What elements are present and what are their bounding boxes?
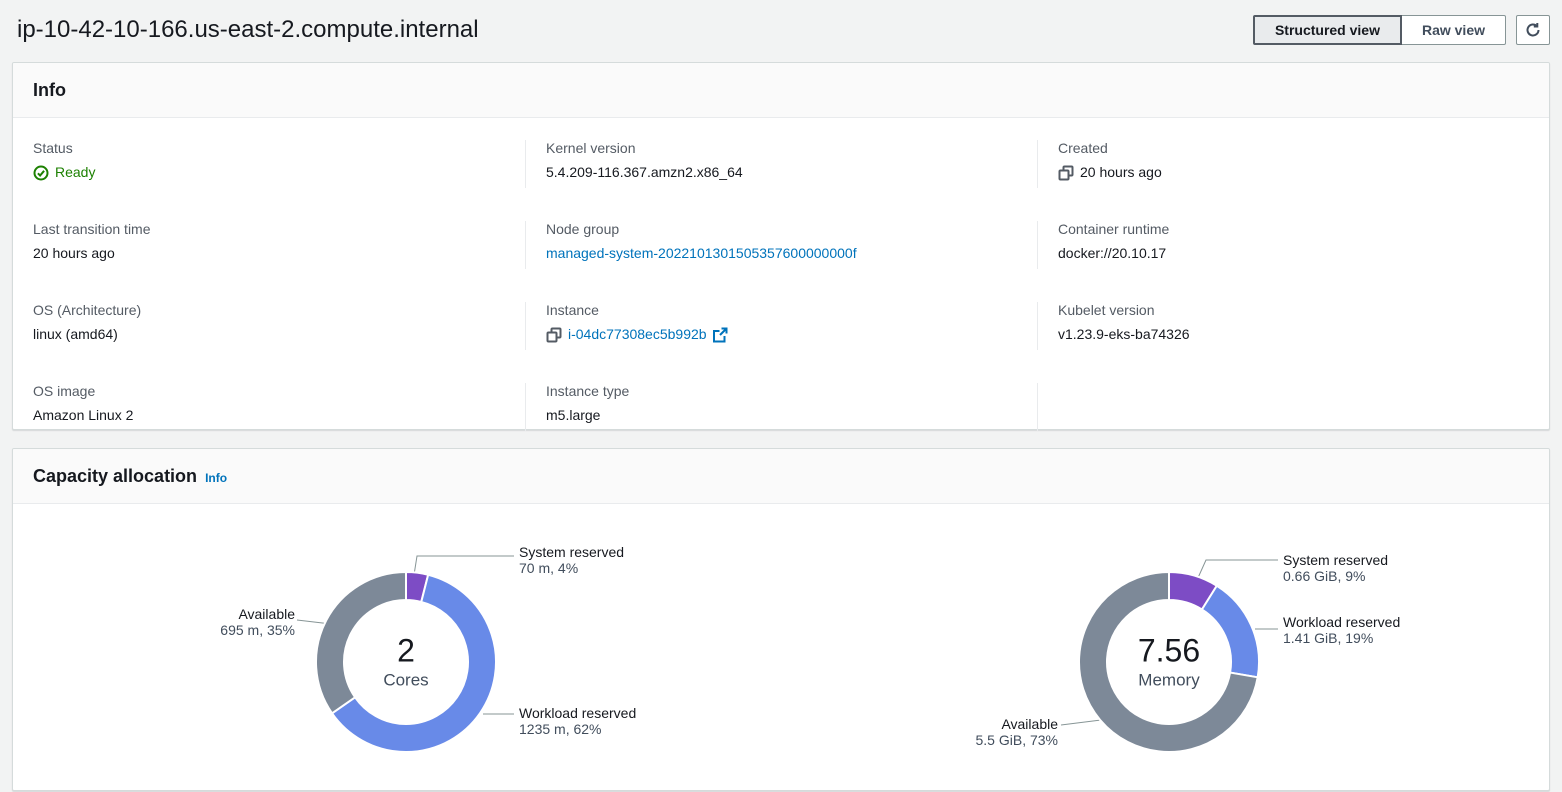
structured-view-button[interactable]: Structured view [1252,15,1402,45]
memory-donut-center: 7.56 Memory [1138,634,1200,691]
cpu-donut-svg [296,555,514,753]
field-last-transition-time-label: Last transition time [33,221,151,237]
donut-segment-available [1078,571,1259,753]
field-kernel-version-value: 5.4.209-116.367.amzn2.x86_64 [546,164,743,180]
memory-donut [1078,571,1261,753]
cpu-center-value: 2 [397,632,415,669]
status-text: Ready [55,164,96,180]
capacity-card-title: Capacity allocation [33,465,198,486]
field-created-label: Created [1058,140,1108,156]
memory-center-value: 7.56 [1137,632,1201,669]
field-container-runtime-label: Container runtime [1058,221,1170,237]
info-grid: Status Ready Kernel version 5.4.209-116.… [13,118,1549,446]
check-circle-icon [33,165,49,180]
capacity-card-header: Capacity allocation Info [13,449,1549,504]
field-instance-value: i-04dc77308ec5b992b [546,326,1017,343]
instance-link[interactable]: i-04dc77308ec5b992b [568,326,728,343]
field-status-label: Status [33,140,73,156]
field-os-image-value: Amazon Linux 2 [33,407,134,423]
copy-created-button[interactable] [1058,165,1074,181]
cpu-donut [314,570,497,753]
field-created: Created 20 hours ago [1037,140,1549,188]
field-kubelet-version-value: v1.23.9-eks-ba74326 [1058,326,1190,342]
field-created-value: 20 hours ago [1058,164,1529,181]
field-container-runtime: Container runtime docker://20.10.17 [1037,221,1549,269]
memory-callout-system-reserved: System reserved 0.66 GiB, 9% [1283,552,1389,584]
field-container-runtime-value: docker://20.10.17 [1058,245,1167,261]
memory-callout-workload-reserved: Workload reserved 1.41 GiB, 19% [1283,614,1401,646]
field-os-architecture: OS (Architecture) linux (amd64) [13,302,525,350]
page-title: ip-10-42-10-166.us-east-2.compute.intern… [17,16,479,43]
capacity-charts: 2 Cores System reserved 70 m, 4% Availab… [13,504,1549,791]
field-instance-type-label: Instance type [546,383,630,399]
cpu-donut-center: 2 Cores [383,634,428,691]
external-link-icon [712,327,728,342]
donut-segment-available [314,571,407,715]
page-header: ip-10-42-10-166.us-east-2.compute.intern… [0,0,1562,60]
leader-line [1060,719,1102,726]
header-actions: Structured view Raw view [1252,15,1550,45]
field-empty [1037,383,1549,431]
capacity-info-link[interactable]: Info [205,471,228,485]
node-group-link[interactable]: managed-system-2022101301505357600000000… [546,245,857,261]
raw-view-button[interactable]: Raw view [1401,15,1506,45]
status-badge: Ready [33,164,95,181]
field-os-image-label: OS image [33,383,96,399]
field-node-group: Node group managed-system-20221013015053… [525,221,1037,269]
field-os-image: OS image Amazon Linux 2 [13,383,525,431]
memory-allocation-chart: 7.56 Memory System reserved 0.66 GiB, 9%… [961,532,1431,772]
cpu-callout-system-reserved: System reserved 70 m, 4% [519,544,625,576]
copy-icon [1058,165,1074,180]
field-kubelet-version: Kubelet version v1.23.9-eks-ba74326 [1037,302,1549,350]
field-os-architecture-label: OS (Architecture) [33,302,142,318]
field-instance: Instance i-04dc77308ec5b992b [525,302,1037,350]
field-status: Status Ready [13,140,525,188]
memory-callout-available: Available 5.5 GiB, 73% [975,716,1059,748]
info-card: Info Status Ready Kernel version 5.4.209… [12,62,1550,431]
field-instance-label: Instance [546,302,599,318]
info-card-title: Info [33,79,66,100]
copy-instance-button[interactable] [546,327,562,343]
donut-segment-workload-reserved [1200,584,1261,679]
field-last-transition-time: Last transition time 20 hours ago [13,221,525,269]
cpu-allocation-chart: 2 Cores System reserved 70 m, 4% Availab… [201,532,651,772]
field-instance-type: Instance type m5.large [525,383,1037,431]
field-node-group-label: Node group [546,221,620,237]
info-card-header: Info [13,63,1549,118]
memory-center-label: Memory [1138,670,1200,690]
field-kubelet-version-label: Kubelet version [1058,302,1155,318]
field-instance-type-value: m5.large [546,407,601,423]
capacity-allocation-card: Capacity allocation Info 2 Cores System … [12,448,1550,791]
cpu-callout-workload-reserved: Workload reserved 1235 m, 62% [519,705,637,737]
created-text: 20 hours ago [1080,164,1162,180]
view-toggle: Structured view Raw view [1252,15,1506,45]
memory-donut-svg [1060,559,1278,753]
cpu-center-label: Cores [383,670,429,690]
donut-segment-workload-reserved [331,573,497,753]
leader-line [413,555,514,576]
field-last-transition-time-value: 20 hours ago [33,245,115,261]
field-kernel-version-label: Kernel version [546,140,636,156]
field-kernel-version: Kernel version 5.4.209-116.367.amzn2.x86… [525,140,1037,188]
instance-id-text: i-04dc77308ec5b992b [568,326,707,342]
refresh-icon [1526,23,1540,37]
leader-line [1196,559,1278,581]
copy-icon [546,327,562,342]
field-os-architecture-value: linux (amd64) [33,326,118,342]
field-node-group-value: managed-system-2022101301505357600000000… [546,245,1017,262]
field-status-value: Ready [33,164,505,181]
refresh-button[interactable] [1516,15,1550,45]
cpu-callout-available: Available 695 m, 35% [220,606,295,638]
